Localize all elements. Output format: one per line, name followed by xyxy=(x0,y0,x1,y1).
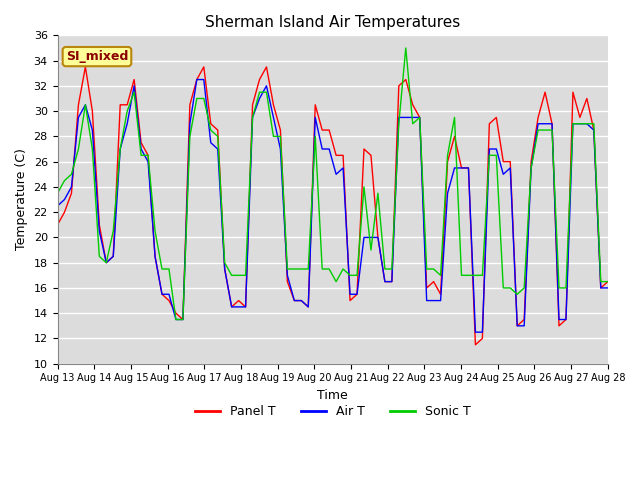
Air T xyxy=(193,77,201,83)
Air T xyxy=(604,285,612,291)
Panel T xyxy=(388,279,396,285)
Sonic T xyxy=(54,191,61,196)
Sonic T xyxy=(444,153,451,158)
Panel T xyxy=(395,83,403,89)
Text: SI_mixed: SI_mixed xyxy=(66,50,128,63)
Sonic T xyxy=(604,279,612,285)
Panel T xyxy=(604,279,612,285)
Air T xyxy=(416,115,424,120)
Panel T xyxy=(555,323,563,329)
Line: Sonic T: Sonic T xyxy=(58,48,608,320)
Sonic T xyxy=(305,266,312,272)
Sonic T xyxy=(395,121,403,127)
Line: Air T: Air T xyxy=(58,80,608,332)
Panel T xyxy=(81,64,89,70)
Panel T xyxy=(305,304,312,310)
Panel T xyxy=(54,222,61,228)
Title: Sherman Island Air Temperatures: Sherman Island Air Temperatures xyxy=(205,15,460,30)
Y-axis label: Temperature (C): Temperature (C) xyxy=(15,149,28,251)
Air T xyxy=(555,317,563,323)
Sonic T xyxy=(402,45,410,51)
Sonic T xyxy=(423,266,431,272)
Air T xyxy=(472,329,479,335)
Panel T xyxy=(436,291,444,297)
X-axis label: Time: Time xyxy=(317,389,348,402)
Air T xyxy=(305,304,312,310)
Air T xyxy=(388,279,396,285)
Sonic T xyxy=(388,266,396,272)
Legend: Panel T, Air T, Sonic T: Panel T, Air T, Sonic T xyxy=(190,400,476,423)
Air T xyxy=(436,298,444,303)
Sonic T xyxy=(555,285,563,291)
Panel T xyxy=(416,115,424,120)
Line: Panel T: Panel T xyxy=(58,67,608,345)
Panel T xyxy=(472,342,479,348)
Air T xyxy=(395,115,403,120)
Sonic T xyxy=(172,317,180,323)
Air T xyxy=(54,203,61,209)
